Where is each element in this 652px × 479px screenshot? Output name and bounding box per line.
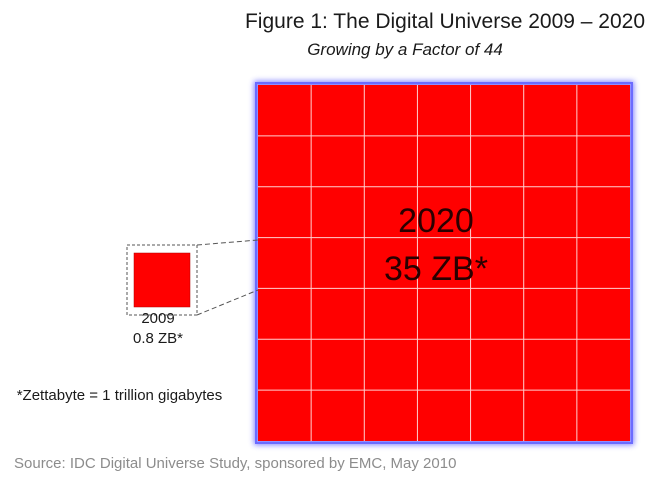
square-2020-group [254,81,634,445]
value-labels: 2020 35 ZB* 2009 0.8 ZB* [133,202,488,347]
connector-line-bottom [196,289,259,316]
square-2009-group [126,244,198,316]
zoom-connector-lines [196,239,259,316]
square-2009 [133,252,191,308]
square-2020 [258,85,630,441]
label-2020-value: 35 ZB* [384,250,488,288]
connector-line-top [196,239,259,246]
source-note: Source: IDC Digital Universe Study, spon… [14,455,457,472]
label-2020-year: 2020 [398,202,474,240]
figure-subtitle: Growing by a Factor of 44 [307,40,503,59]
figure-title: Figure 1: The Digital Universe 2009 – 20… [244,10,645,33]
square-2020-border [255,82,633,444]
zettabyte-footnote: *Zettabyte = 1 trillion gigabytes [16,387,223,404]
square-2009-dashed-frame [126,244,198,316]
label-2009-value: 0.8 ZB* [133,330,183,347]
label-2009-year: 2009 [141,310,174,327]
